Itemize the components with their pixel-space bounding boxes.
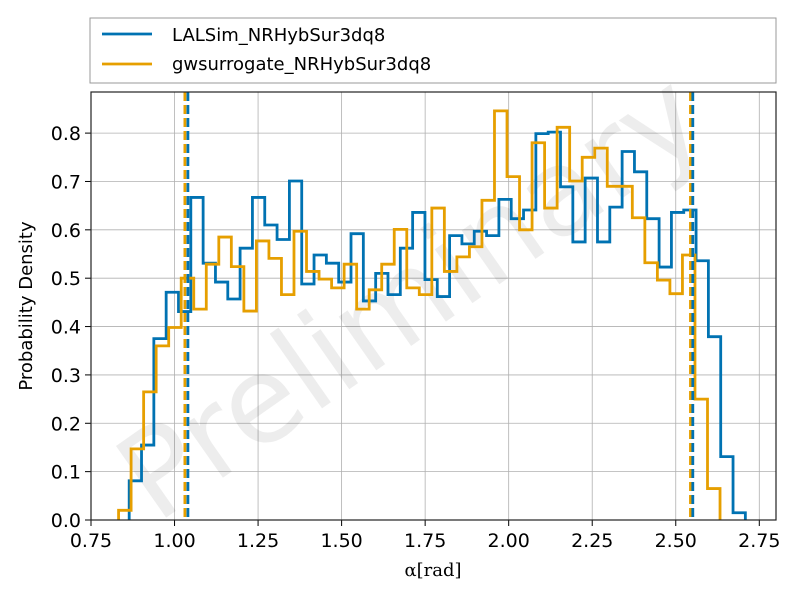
x-tick-label: 1.75: [404, 530, 446, 552]
y-tick-label: 0.6: [51, 220, 81, 242]
y-tick-label: 0.3: [51, 365, 81, 387]
y-tick-label: 0.0: [51, 510, 81, 532]
x-tick-label: 1.25: [237, 530, 279, 552]
axes-frame: [90, 91, 777, 521]
credible-interval-lines: [183, 92, 695, 520]
y-axis-label: Probability Density: [16, 221, 37, 391]
y-tick-label: 0.5: [51, 268, 81, 290]
legend-box: [89, 17, 777, 84]
x-tick-label: 2.50: [655, 530, 697, 552]
series-layer: [117, 109, 747, 520]
x-tick-label: 2.75: [738, 530, 780, 552]
legend-label-lalsim: LALSim_NRHybSur3dq8: [172, 25, 385, 46]
histogram-series-1: [117, 109, 722, 520]
x-tick-label: 1.50: [320, 530, 362, 552]
y-tick-label: 0.2: [51, 413, 81, 435]
legend-label-gwsurrogate: gwsurrogate_NRHybSur3dq8: [172, 54, 431, 75]
histogram-series-0: [127, 130, 747, 520]
x-tick-label: 2.25: [571, 530, 613, 552]
y-tick-label: 0.8: [51, 123, 81, 145]
x-tick-label: 2.00: [488, 530, 530, 552]
axis-ticks: 0.75 1.00 1.25 1.50 1.75 2.00 2.25 2.50 2.75 0.0 0…: [51, 123, 781, 552]
legend: LALSim_NRHybSur3dq8 gwsurrogate_NRHybSur…: [89, 17, 777, 84]
y-tick-label: 0.4: [51, 317, 81, 339]
y-tick-label: 0.1: [51, 462, 81, 484]
y-tick-label: 0.7: [51, 171, 81, 193]
x-axis-label: α[rad]: [404, 560, 461, 581]
x-tick-label: 1.00: [153, 530, 195, 552]
x-tick-label: 0.75: [70, 530, 112, 552]
